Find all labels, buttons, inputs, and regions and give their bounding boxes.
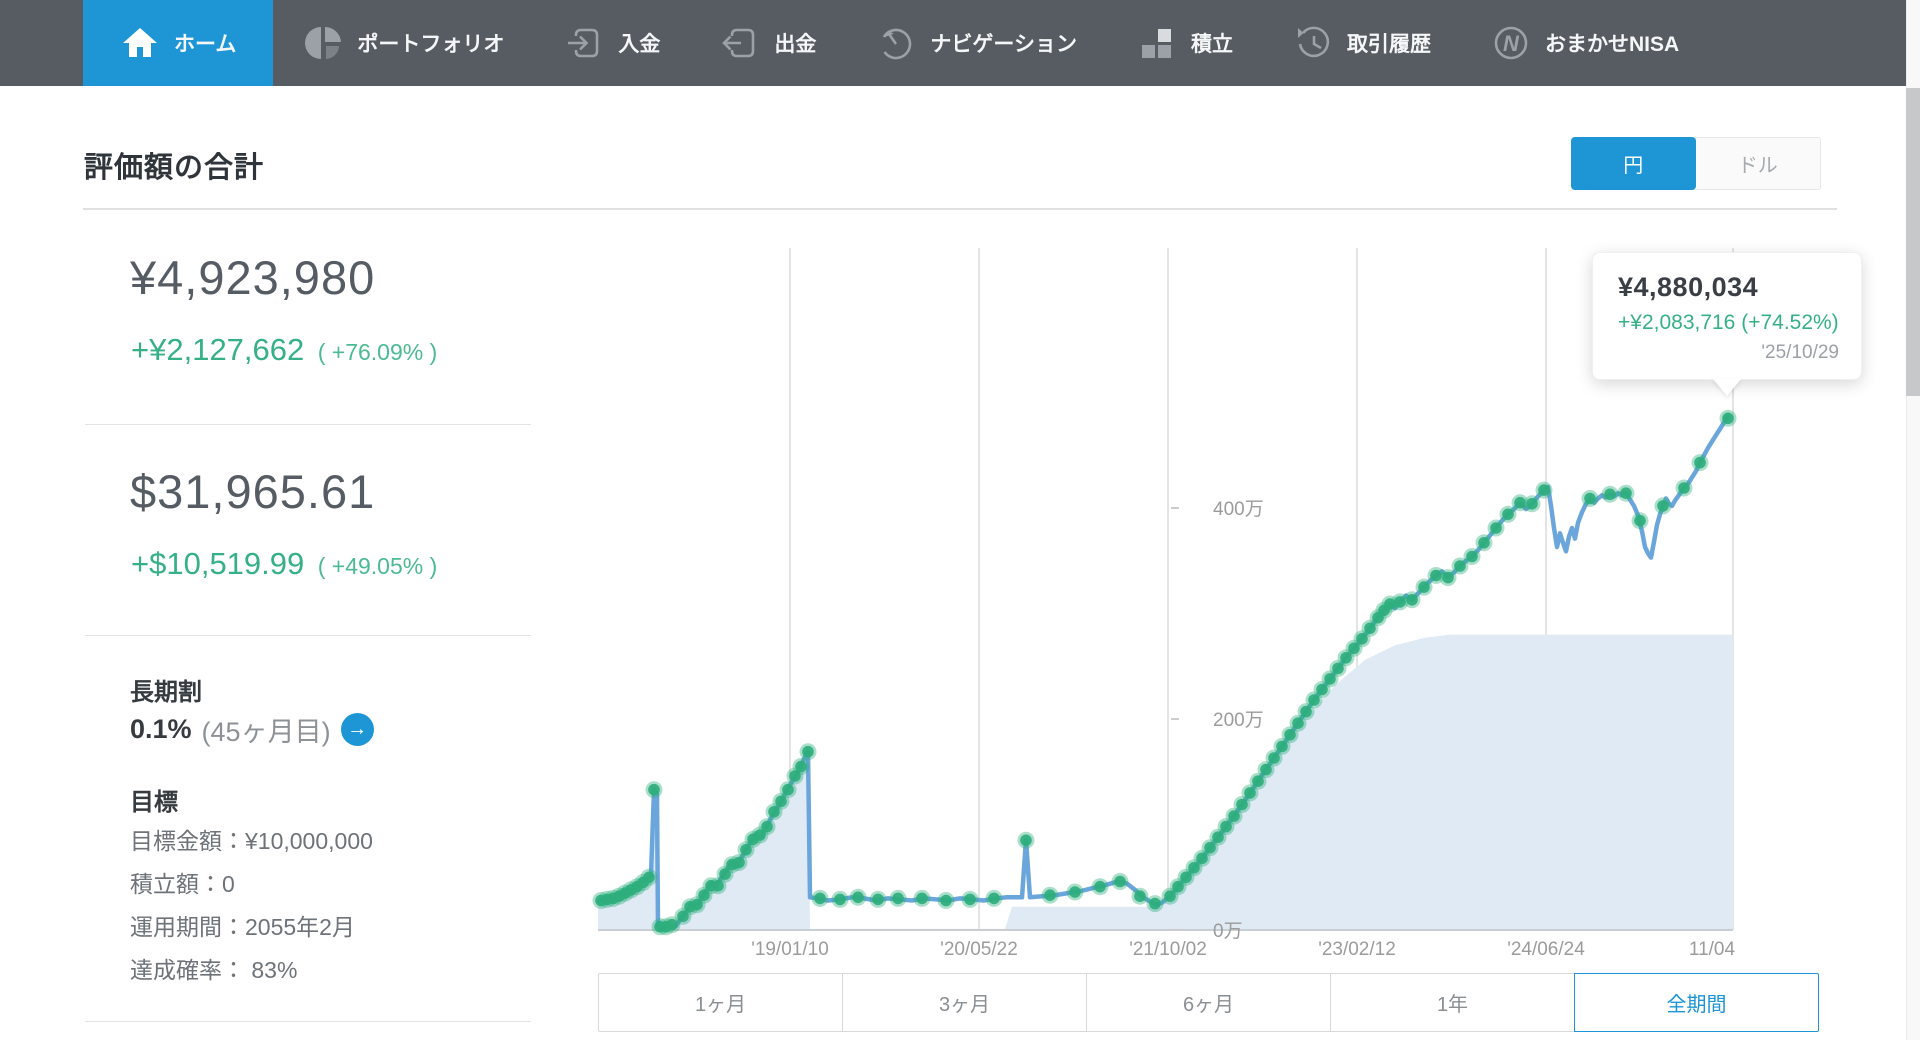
chouki-wari-heading: 長期割 <box>130 679 202 706</box>
svg-text:'20/05/22: '20/05/22 <box>940 939 1018 960</box>
withdraw-icon <box>722 28 755 58</box>
tooltip-pointer <box>1713 379 1741 396</box>
jpy-gain-percent: ( +76.09% ) <box>317 339 438 365</box>
page-title: 評価額の合計 <box>84 152 265 184</box>
principal-area-series <box>598 634 1733 930</box>
blocks-icon <box>1141 29 1171 58</box>
gauge-icon <box>881 28 912 60</box>
home-icon <box>123 28 157 57</box>
nav-item-history[interactable]: 取引履歴 <box>1263 0 1461 86</box>
period-button-all[interactable]: 全期間 <box>1574 973 1819 1032</box>
currency-dollar-button[interactable]: ドル <box>1695 137 1821 190</box>
deposit-icon <box>568 28 599 58</box>
tooltip-gain: +¥2,083,716 (+74.52%) <box>1618 311 1839 334</box>
usd-total-value: $31,965.61 <box>130 465 376 518</box>
right-arrow-icon: → <box>347 718 368 740</box>
valuation-dots <box>592 409 1737 936</box>
title-divider <box>83 208 1837 210</box>
summary-divider <box>85 1021 531 1022</box>
period-selector: 1ヶ月 3ヶ月 6ヶ月 1年 全期間 <box>598 973 1819 1032</box>
chouki-wari-detail-button[interactable]: → <box>340 713 374 746</box>
chouki-wari-line: 0.1% (45ヶ月目) → <box>130 710 374 749</box>
svg-text:'23/02/12: '23/02/12 <box>1318 939 1396 960</box>
svg-text:11/04: 11/04 <box>1689 939 1736 960</box>
period-button-1month[interactable]: 1ヶ月 <box>598 973 843 1032</box>
nav-item-home[interactable]: ホーム <box>83 0 274 86</box>
nav-item-label: 出金 <box>774 33 817 56</box>
valuation-chart-svg: 400万 200万 0万 '19/01/10 '20/05/22 '21/10/02 '23… <box>592 248 1737 960</box>
nav-item-withdraw[interactable]: 出金 <box>690 0 846 86</box>
y-axis-labels: 400万 200万 0万 <box>1171 499 1264 942</box>
jpy-total-value: ¥4,923,980 <box>130 251 376 304</box>
goal-period-line: 運用期間：2055年2月 <box>130 914 355 940</box>
nav-item-label: 取引履歴 <box>1346 33 1431 56</box>
scrollbar-thumb[interactable] <box>1906 88 1920 396</box>
nav-item-tsumitate[interactable]: 積立 <box>1107 0 1263 86</box>
tooltip-date: '25/10/29 <box>1761 342 1839 363</box>
svg-text:400万: 400万 <box>1213 499 1264 520</box>
svg-text:'21/10/02: '21/10/02 <box>1129 939 1207 960</box>
tooltip-value: ¥4,880,034 <box>1618 272 1759 302</box>
nav-item-label: ホーム <box>174 33 237 56</box>
x-axis-labels: '19/01/10 '20/05/22 '21/10/02 '23/02/12 '24/… <box>751 939 1735 960</box>
nav-item-navigation[interactable]: ナビゲーション <box>846 0 1107 86</box>
goal-amount-line: 目標金額：¥10,000,000 <box>130 828 373 854</box>
nav-item-omakase-nisa[interactable]: N おまかせNISA <box>1461 0 1709 86</box>
nisa-circle-icon: N <box>1494 26 1528 60</box>
goal-tsumitate-line: 積立額：0 <box>130 871 235 897</box>
svg-text:200万: 200万 <box>1213 710 1264 731</box>
nav-item-label: ポートフォリオ <box>357 33 505 56</box>
jpy-gain-amount: +¥2,127,662 <box>131 332 305 367</box>
period-button-1year[interactable]: 1年 <box>1330 973 1575 1032</box>
period-button-3month[interactable]: 3ヶ月 <box>842 973 1087 1032</box>
jpy-gain-line: +¥2,127,662 ( +76.09% ) <box>131 332 437 368</box>
valuation-chart[interactable]: 400万 200万 0万 '19/01/10 '20/05/22 '21/10/02 '23… <box>560 230 1920 975</box>
portfolio-pie-icon <box>305 26 342 59</box>
nav-item-label: ナビゲーション <box>930 33 1077 56</box>
nav-item-label: おまかせNISA <box>1544 33 1680 56</box>
usd-gain-percent: ( +49.05% ) <box>317 553 438 579</box>
currency-yen-button[interactable]: 円 <box>1571 137 1696 190</box>
goal-heading: 目標 <box>130 789 178 816</box>
scrollbar-track[interactable] <box>1906 0 1920 1040</box>
svg-text:0万: 0万 <box>1213 921 1243 942</box>
period-button-6month[interactable]: 6ヶ月 <box>1086 973 1331 1032</box>
svg-text:N: N <box>1503 31 1520 56</box>
summary-divider <box>85 635 531 636</box>
nav-item-label: 入金 <box>618 33 661 56</box>
nav-item-deposit[interactable]: 入金 <box>534 0 690 86</box>
chouki-wari-months: (45ヶ月目) <box>201 717 331 747</box>
svg-text:'19/01/10: '19/01/10 <box>751 939 829 960</box>
history-clock-icon <box>1297 26 1330 58</box>
goal-probability-line: 達成確率： 83% <box>130 957 298 983</box>
goal-detail-list: 目標金額：¥10,000,000 積立額：0 運用期間：2055年2月 達成確率… <box>130 820 373 992</box>
nav-item-label: 積立 <box>1190 33 1233 56</box>
usd-gain-line: +$10,519.99 ( +49.05% ) <box>131 546 437 582</box>
currency-toggle: 円 ドル <box>1571 137 1821 190</box>
top-nav: ホーム ポートフォリオ 入金 出金 <box>0 0 1906 86</box>
chart-tooltip: ¥4,880,034 +¥2,083,716 (+74.52%) '25/10/… <box>1592 252 1862 380</box>
svg-text:'24/06/24: '24/06/24 <box>1507 939 1585 960</box>
usd-gain-amount: +$10,519.99 <box>131 546 305 581</box>
summary-divider <box>85 424 531 425</box>
nav-item-portfolio[interactable]: ポートフォリオ <box>273 0 534 86</box>
chouki-wari-rate: 0.1% <box>130 714 192 744</box>
